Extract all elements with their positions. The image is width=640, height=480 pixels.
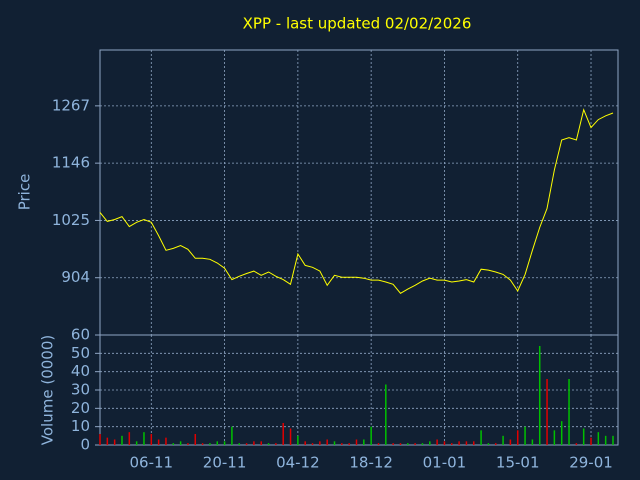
- x-tick-label: 04-12: [276, 454, 320, 472]
- y-tick-label: 1146: [52, 154, 90, 172]
- volume-bar: [473, 441, 475, 445]
- volume-bar: [414, 443, 416, 445]
- volume-bar: [524, 426, 526, 445]
- volume-bar: [194, 434, 197, 445]
- volume-bar: [575, 443, 578, 445]
- volume-bar: [201, 443, 204, 445]
- volume-bar: [157, 439, 160, 445]
- volume-bar: [421, 443, 424, 445]
- volume-bar: [209, 443, 211, 445]
- price-line: [99, 108, 614, 294]
- volume-bar: [407, 443, 409, 445]
- volume-bar: [392, 443, 394, 445]
- volume-bar: [516, 430, 519, 445]
- volume-bar: [429, 441, 431, 445]
- volume-bar: [172, 443, 175, 445]
- volume-bar: [590, 437, 592, 445]
- volume-bar: [231, 426, 233, 445]
- volume-bar: [253, 441, 255, 445]
- volume-bar: [538, 346, 541, 445]
- volume-bar: [216, 441, 219, 445]
- y-tick-label: 30: [71, 381, 90, 399]
- x-tick-label: 01-01: [423, 454, 467, 472]
- y-tick-label: 50: [71, 344, 90, 362]
- volume-bar: [113, 439, 116, 445]
- volume-bar: [289, 428, 292, 445]
- volume-bar: [604, 435, 607, 445]
- volume-bar: [377, 443, 380, 445]
- y-tick-label: 1025: [52, 211, 90, 229]
- volume-bar: [165, 437, 167, 445]
- x-tick-label: 15-01: [496, 454, 540, 472]
- volume-bar: [553, 430, 556, 445]
- volume-bar: [451, 443, 453, 445]
- volume-bar: [179, 441, 182, 445]
- volume-bar: [560, 421, 563, 445]
- volume-bar: [311, 443, 314, 445]
- volume-bar: [443, 441, 446, 445]
- volume-bar: [531, 439, 534, 445]
- y-axis-label: Price: [16, 174, 34, 211]
- volume-bar: [326, 439, 328, 445]
- volume-bar: [436, 439, 438, 445]
- volume-bar: [363, 439, 365, 445]
- volume-bar: [319, 441, 321, 445]
- y-axis-label: Volume (0000): [39, 335, 57, 445]
- volume-bar: [275, 443, 277, 445]
- y-tick-label: 1267: [52, 96, 90, 114]
- y-tick-label: 0: [80, 436, 90, 454]
- y-tick-label: 60: [71, 326, 90, 344]
- y-tick-label: 10: [71, 417, 90, 435]
- x-tick-label: 18-12: [349, 454, 393, 472]
- volume-bar: [546, 379, 548, 445]
- volume-bar: [106, 437, 109, 445]
- volume-bar: [465, 441, 468, 445]
- volume-bar: [355, 439, 358, 445]
- volume-bar: [597, 432, 600, 445]
- volume-bar: [480, 430, 482, 445]
- volume-bar: [399, 443, 402, 445]
- volume-bar: [150, 434, 153, 445]
- volume-bar: [341, 443, 343, 445]
- volume-bar: [282, 423, 284, 445]
- volume-bar: [135, 441, 138, 445]
- volume-bar: [568, 379, 570, 445]
- volume-bar: [509, 439, 512, 445]
- volume-bar: [297, 435, 299, 445]
- x-tick-label: 20-11: [203, 454, 247, 472]
- y-tick-label: 20: [71, 399, 90, 417]
- volume-bar: [267, 443, 270, 445]
- volume-bar: [582, 428, 585, 445]
- x-tick-label: 29-01: [569, 454, 613, 472]
- volume-bar: [333, 441, 336, 445]
- y-tick-label: 904: [61, 268, 90, 286]
- volume-bar: [612, 435, 614, 445]
- x-tick-label: 06-11: [130, 454, 174, 472]
- volume-bar: [502, 435, 504, 445]
- y-tick-label: 40: [71, 362, 90, 380]
- volume-bar: [487, 443, 490, 445]
- volume-bar: [370, 426, 372, 445]
- volume-bar: [260, 441, 262, 445]
- volume-bar: [385, 384, 387, 445]
- chart-title: XPP - last updated 02/02/2026: [243, 15, 472, 33]
- volume-bar: [348, 443, 350, 445]
- volume-bar: [494, 443, 497, 445]
- volume-bar: [143, 432, 145, 445]
- volume-bar: [238, 443, 240, 445]
- volume-bar: [245, 443, 248, 445]
- volume-bar: [128, 432, 131, 445]
- volume-bar: [223, 441, 226, 445]
- volume-bar: [121, 435, 123, 445]
- volume-bar: [187, 443, 189, 445]
- volume-bar: [458, 441, 460, 445]
- volume-bar: [99, 434, 101, 445]
- volume-bar: [304, 441, 306, 445]
